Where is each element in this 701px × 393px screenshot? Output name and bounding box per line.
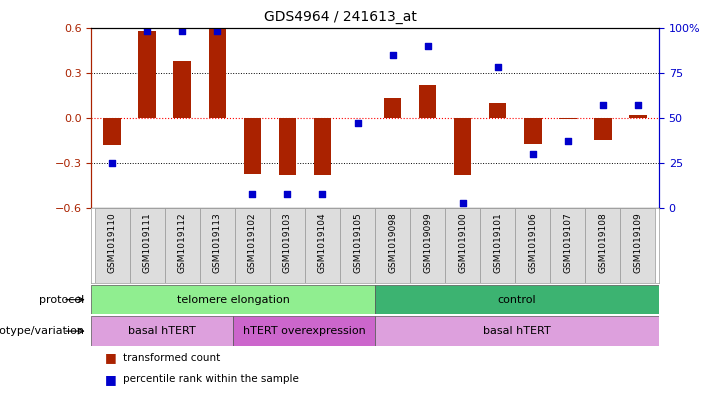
Text: transformed count: transformed count <box>123 353 220 363</box>
Bar <box>235 208 270 283</box>
Bar <box>524 118 541 143</box>
Bar <box>559 118 576 119</box>
Bar <box>91 285 375 314</box>
Point <box>457 200 468 206</box>
Bar <box>445 208 480 283</box>
Text: ■: ■ <box>105 351 117 364</box>
Bar <box>200 208 235 283</box>
Bar <box>375 208 410 283</box>
Bar <box>91 316 233 346</box>
Text: GSM1019107: GSM1019107 <box>564 212 572 273</box>
Bar <box>233 316 375 346</box>
Bar <box>340 208 375 283</box>
Bar <box>130 208 165 283</box>
Bar <box>278 118 296 175</box>
Bar <box>410 208 445 283</box>
Text: telomere elongation: telomere elongation <box>177 295 290 305</box>
Bar <box>209 29 226 118</box>
Point <box>352 120 363 127</box>
Bar <box>244 118 261 174</box>
Point <box>177 28 188 34</box>
Bar <box>620 208 655 283</box>
Text: GSM1019106: GSM1019106 <box>529 212 537 273</box>
Text: GSM1019098: GSM1019098 <box>388 212 397 273</box>
Text: GDS4964 / 241613_at: GDS4964 / 241613_at <box>264 9 416 24</box>
Text: GSM1019099: GSM1019099 <box>423 212 432 273</box>
Text: GSM1019104: GSM1019104 <box>318 212 327 273</box>
Text: percentile rank within the sample: percentile rank within the sample <box>123 374 299 384</box>
Text: GSM1019109: GSM1019109 <box>634 212 642 273</box>
Text: genotype/variation: genotype/variation <box>0 326 84 336</box>
Text: GSM1019100: GSM1019100 <box>458 212 467 273</box>
Bar <box>305 208 340 283</box>
Bar <box>454 118 471 175</box>
Text: GSM1019105: GSM1019105 <box>353 212 362 273</box>
Bar <box>419 85 436 118</box>
Point <box>247 191 258 197</box>
Point <box>282 191 293 197</box>
Text: GSM1019102: GSM1019102 <box>248 212 257 273</box>
Point <box>632 102 644 108</box>
Text: GSM1019112: GSM1019112 <box>178 212 186 273</box>
Point <box>317 191 328 197</box>
Bar <box>384 98 401 118</box>
Text: ■: ■ <box>105 373 117 386</box>
Bar <box>314 118 331 175</box>
Text: basal hTERT: basal hTERT <box>483 326 551 336</box>
Bar <box>629 115 646 118</box>
Text: GSM1019103: GSM1019103 <box>283 212 292 273</box>
Bar <box>139 31 156 118</box>
Bar <box>594 118 611 140</box>
Point <box>107 160 118 166</box>
Bar <box>165 208 200 283</box>
Bar <box>489 103 506 118</box>
Bar <box>95 208 130 283</box>
Text: GSM1019108: GSM1019108 <box>599 212 607 273</box>
Text: GSM1019101: GSM1019101 <box>494 212 502 273</box>
Text: GSM1019110: GSM1019110 <box>108 212 116 273</box>
Bar <box>585 208 620 283</box>
Bar <box>480 208 515 283</box>
Bar <box>375 316 659 346</box>
Bar <box>104 118 121 145</box>
Text: GSM1019111: GSM1019111 <box>143 212 151 273</box>
Text: protocol: protocol <box>39 295 84 305</box>
Point <box>142 28 153 34</box>
Bar <box>270 208 305 283</box>
Point <box>387 51 398 58</box>
Bar <box>515 208 550 283</box>
Text: GSM1019113: GSM1019113 <box>213 212 222 273</box>
Point <box>562 138 573 145</box>
Point <box>492 64 503 70</box>
Point <box>597 102 608 108</box>
Bar <box>174 61 191 118</box>
Text: control: control <box>498 295 536 305</box>
Bar <box>550 208 585 283</box>
Text: hTERT overexpression: hTERT overexpression <box>243 326 365 336</box>
Bar <box>375 285 659 314</box>
Text: basal hTERT: basal hTERT <box>128 326 196 336</box>
Point <box>422 42 433 49</box>
Point <box>527 151 538 157</box>
Point <box>212 28 223 34</box>
